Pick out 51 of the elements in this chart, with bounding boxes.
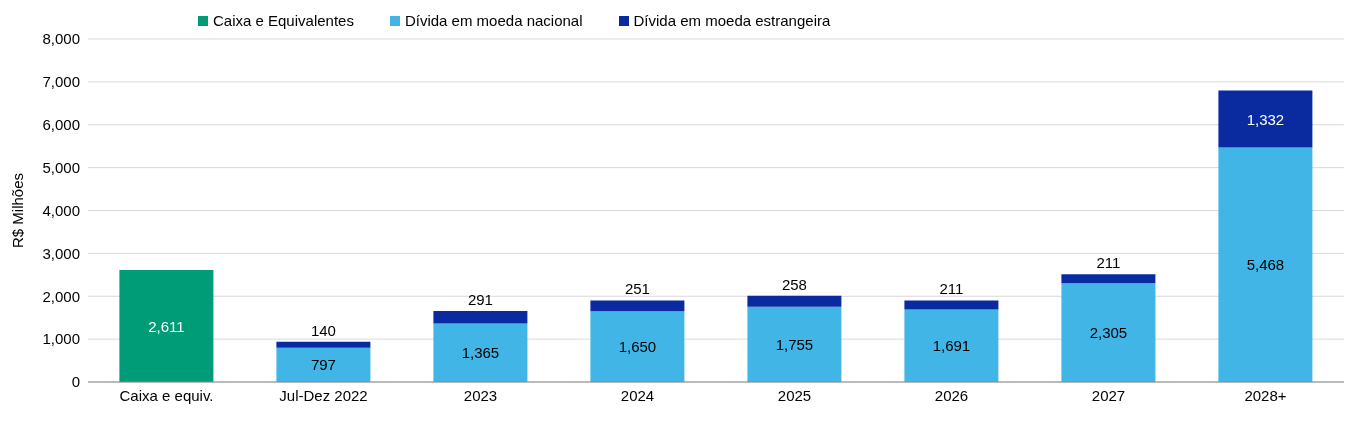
data-label: 211 — [939, 280, 964, 298]
y-tick-label: 5,000 — [42, 158, 80, 176]
x-tick-label: 2025 — [777, 386, 812, 404]
y-tick-label: 3,000 — [42, 244, 80, 262]
bar — [590, 300, 685, 312]
bar — [1061, 274, 1156, 284]
x-tick-label: 2026 — [934, 386, 969, 404]
bar — [276, 347, 371, 382]
bar — [1061, 283, 1156, 382]
data-label: 1,755 — [775, 335, 814, 353]
y-tick-label: 4,000 — [42, 201, 80, 219]
bar — [747, 306, 842, 382]
bar — [904, 309, 999, 382]
data-label: 251 — [624, 280, 650, 298]
y-tick-label: 2,000 — [42, 287, 80, 305]
bar — [747, 295, 842, 307]
data-label: 211 — [1096, 254, 1121, 272]
y-tick-label: 0 — [71, 373, 80, 391]
bar — [590, 311, 685, 382]
bar — [1218, 147, 1313, 382]
bar — [276, 341, 371, 348]
x-tick-label: 2023 — [463, 386, 498, 404]
legend-label: Caixa e Equivalentes — [212, 12, 354, 29]
x-tick-label: 2027 — [1091, 386, 1126, 404]
x-tick-label: Jul-Dez 2022 — [279, 386, 368, 404]
y-tick-label: 6,000 — [42, 116, 80, 134]
y-tick-label: 8,000 — [42, 30, 80, 48]
data-label: 1,650 — [618, 338, 657, 356]
data-label: 2,305 — [1089, 324, 1128, 342]
data-label: 797 — [310, 356, 336, 374]
legend-label: Dívida em moeda estrangeira — [632, 12, 831, 29]
data-label: 140 — [310, 321, 336, 339]
data-label: 1,365 — [461, 344, 500, 362]
data-label: 1,691 — [932, 337, 971, 355]
legend-label: Dívida em moeda nacional — [403, 12, 583, 29]
x-tick-label: 2028+ — [1244, 386, 1287, 404]
y-tick-label: 7,000 — [42, 73, 80, 91]
y-tick-label: 1,000 — [42, 330, 80, 348]
bar — [433, 311, 528, 324]
data-label: 5,468 — [1246, 256, 1285, 274]
data-label: 2,611 — [148, 317, 185, 335]
y-axis-title: R$ Milhões — [9, 172, 27, 249]
data-label: 291 — [467, 291, 493, 308]
bar — [904, 300, 999, 310]
bar — [1218, 90, 1313, 148]
bar — [433, 323, 528, 382]
x-tick-label: 2024 — [620, 386, 655, 404]
data-label: 258 — [781, 275, 807, 293]
x-tick-label: Caixa e equiv. — [119, 386, 214, 404]
bar — [119, 270, 214, 382]
data-label: 1,332 — [1246, 110, 1285, 128]
